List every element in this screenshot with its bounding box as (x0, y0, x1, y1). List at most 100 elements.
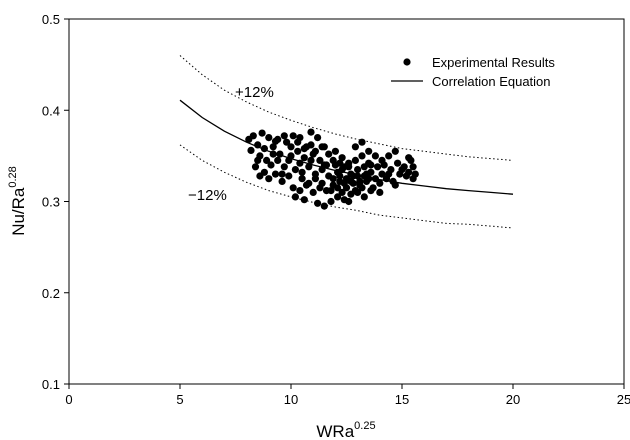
series-lines (179, 55, 514, 229)
data-point (314, 134, 322, 142)
data-point (247, 146, 255, 154)
data-point (271, 170, 280, 178)
data-point (298, 175, 306, 183)
data-point (307, 128, 315, 136)
data-point (338, 166, 346, 174)
data-point (376, 179, 384, 187)
data-point (331, 147, 339, 155)
data-point (274, 135, 282, 143)
data-point (285, 156, 293, 164)
data-point (385, 170, 393, 178)
data-point (334, 184, 342, 192)
data-point (307, 156, 315, 164)
data-point (360, 163, 368, 171)
data-point (351, 156, 359, 164)
data-point (365, 147, 373, 155)
data-point (260, 145, 268, 153)
x-axis: 0 5 10 15 20 25 (65, 384, 630, 407)
data-point (283, 138, 291, 146)
data-point (358, 152, 366, 160)
data-point (296, 159, 304, 167)
data-point (300, 145, 308, 153)
data-point (307, 141, 315, 149)
data-point (267, 161, 275, 169)
data-point (269, 143, 277, 151)
data-point (358, 184, 366, 192)
data-point (318, 143, 326, 151)
data-point (274, 156, 282, 164)
data-point (405, 154, 413, 162)
data-point (365, 175, 373, 183)
data-point (318, 179, 326, 187)
data-point (327, 187, 335, 195)
data-point (376, 188, 384, 196)
data-point (336, 172, 344, 180)
x-tick-label: 15 (395, 392, 409, 407)
data-point (294, 147, 302, 155)
data-point (340, 179, 348, 187)
data-point (309, 188, 317, 196)
data-point (280, 163, 288, 171)
x-tick-label: 5 (176, 392, 183, 407)
data-point (391, 181, 399, 189)
data-point (311, 147, 319, 155)
data-point (356, 177, 364, 185)
data-point (338, 188, 346, 196)
data-point (320, 202, 328, 210)
data-point (300, 154, 308, 162)
data-point (263, 156, 271, 164)
data-point (256, 172, 264, 180)
data-point (329, 175, 337, 183)
data-point (298, 168, 306, 176)
data-point (338, 154, 346, 162)
data-point (280, 132, 288, 140)
data-point (291, 193, 299, 201)
data-point (354, 166, 362, 174)
lower-band-label: −12% (188, 187, 227, 204)
data-point (409, 163, 417, 171)
data-point (316, 156, 324, 164)
y-tick-label: 0.3 (42, 195, 60, 210)
data-point (391, 147, 399, 155)
data-point (347, 177, 355, 185)
legend-marker-experimental (403, 58, 411, 66)
data-point (254, 156, 262, 164)
data-point (358, 138, 366, 146)
x-tick-label: 10 (284, 392, 298, 407)
y-tick-label: 0.1 (42, 377, 60, 392)
data-point (371, 175, 379, 183)
data-point (314, 199, 322, 207)
data-point (378, 170, 386, 178)
y-tick-label: 0.2 (42, 286, 60, 301)
data-point (289, 132, 297, 140)
data-point (405, 168, 413, 176)
data-point (351, 187, 359, 195)
upper-bound-line (179, 55, 514, 161)
legend-label-experimental: Experimental Results (432, 55, 555, 70)
x-axis-title: WRa0.25 (316, 420, 375, 440)
y-tick-label: 0.4 (42, 103, 60, 118)
lower-bound-line (179, 144, 514, 229)
data-point (345, 197, 353, 206)
data-point (305, 163, 313, 171)
data-point (311, 175, 319, 183)
data-point (285, 172, 293, 180)
data-point (258, 129, 266, 137)
y-axis: 0.1 0.2 0.3 0.4 0.5 (42, 12, 69, 392)
data-point (394, 159, 402, 167)
data-point (296, 187, 304, 195)
data-point (276, 150, 284, 158)
data-point (269, 150, 277, 158)
experimental-points (245, 128, 419, 210)
data-point (325, 150, 333, 158)
data-point (278, 177, 286, 185)
x-tick-label: 20 (506, 392, 520, 407)
data-point (300, 196, 308, 204)
data-point (329, 156, 337, 164)
legend: Experimental Results Correlation Equatio… (391, 55, 555, 89)
data-point (411, 170, 419, 178)
data-point (354, 172, 362, 180)
data-point (371, 152, 379, 160)
data-point (265, 134, 273, 142)
